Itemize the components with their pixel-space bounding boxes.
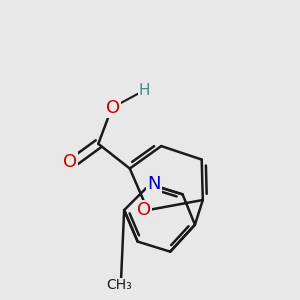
Text: O: O	[63, 153, 77, 171]
Text: N: N	[147, 175, 161, 193]
Text: O: O	[136, 201, 151, 219]
Text: H: H	[139, 83, 150, 98]
Text: CH₃: CH₃	[106, 278, 132, 292]
Text: O: O	[106, 99, 121, 117]
